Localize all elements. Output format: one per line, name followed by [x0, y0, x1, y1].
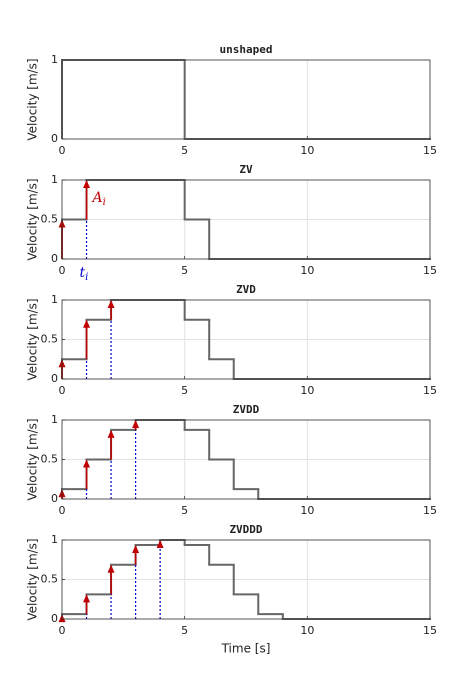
x-tick-label: 10 — [300, 264, 314, 277]
impulse-arrowhead — [83, 459, 91, 468]
y-tick-label: 0.5 — [41, 573, 59, 586]
x-tick-label: 0 — [59, 384, 66, 397]
x-tick-label: 0 — [59, 624, 66, 637]
y-tick-label: 0 — [51, 492, 58, 505]
subplot: 0 5 10 15 0 0.5 1 ZVD Velocity [m/s] — [26, 283, 438, 397]
y-tick-label: 0 — [51, 252, 58, 265]
impulse-arrowhead — [107, 429, 115, 438]
x-tick-label: 15 — [423, 624, 437, 637]
x-tick-label: 10 — [300, 384, 314, 397]
x-tick-label: 5 — [181, 264, 188, 277]
x-tick-label: 0 — [59, 144, 66, 157]
x-axis-label: Time [s] — [221, 642, 271, 656]
x-tick-label: 10 — [300, 504, 314, 517]
x-tick-label: 10 — [300, 624, 314, 637]
x-tick-label: 15 — [423, 264, 437, 277]
annotation-text: A — [91, 190, 103, 206]
x-tick-label: 5 — [181, 624, 188, 637]
y-tick-label: 1 — [51, 293, 58, 306]
impulse-arrowhead — [83, 180, 91, 188]
y-tick-label: 0.5 — [41, 213, 59, 226]
y-tick-label: 1 — [51, 173, 58, 186]
axes-frame — [61, 59, 431, 140]
subplot-title: ZVDD — [233, 403, 260, 416]
annotation: Ai — [91, 190, 106, 208]
x-tick-label: 10 — [300, 144, 314, 157]
subplot: 0 5 10 15 0 0.5 1 ZVDDD Velocity [m/s] Time [s] — [26, 523, 438, 656]
annotation: ti — [80, 265, 89, 283]
impulse-arrowhead — [156, 540, 164, 548]
impulse-arrowhead — [107, 300, 115, 308]
impulse-arrowhead — [107, 564, 115, 573]
plot-area — [62, 60, 430, 139]
y-tick-label: 1 — [51, 533, 58, 546]
x-tick-label: 5 — [181, 384, 188, 397]
x-tick-label: 15 — [423, 504, 437, 517]
subplot-title: unshaped — [220, 43, 273, 56]
y-axis-label: Velocity [m/s] — [26, 58, 40, 140]
y-axis-label: Velocity [m/s] — [26, 418, 40, 500]
x-tick-label: 15 — [423, 384, 437, 397]
y-tick-label: 0.5 — [41, 333, 59, 346]
subplot-title: ZVD — [236, 283, 256, 296]
x-tick-label: 5 — [181, 504, 188, 517]
subplot-title: ZV — [239, 163, 253, 176]
impulse-arrowhead — [132, 420, 140, 428]
annotation-text: t — [80, 265, 86, 281]
subplot: 0 5 10 15 0 0.5 1 ZVDD Velocity [m/s] — [26, 403, 438, 517]
x-tick-label: 15 — [423, 144, 437, 157]
y-tick-label: 1 — [51, 53, 58, 66]
subplot: 0 5 10 15 0 1 unshaped Velocity [m/s] — [26, 43, 438, 157]
axes-frame — [61, 299, 431, 380]
y-axis-label: Velocity [m/s] — [26, 298, 40, 380]
annotation-sub: i — [103, 196, 106, 207]
y-tick-label: 0 — [51, 132, 58, 145]
y-axis-label: Velocity [m/s] — [26, 178, 40, 260]
x-tick-label: 0 — [59, 264, 66, 277]
y-tick-label: 1 — [51, 413, 58, 426]
x-tick-label: 5 — [181, 144, 188, 157]
y-axis-label: Velocity [m/s] — [26, 538, 40, 620]
impulse-arrowhead — [83, 319, 91, 328]
axes-frame — [61, 419, 431, 500]
x-tick-label: 0 — [59, 504, 66, 517]
axes-frame — [61, 539, 431, 620]
y-tick-label: 0.5 — [41, 453, 59, 466]
subplot-title: ZVDDD — [229, 523, 262, 536]
y-tick-label: 0 — [51, 372, 58, 385]
annotation-sub: i — [85, 272, 88, 283]
impulse-arrowhead — [132, 544, 140, 553]
y-tick-label: 0 — [51, 612, 58, 625]
axes-frame — [61, 179, 431, 260]
impulse-arrowhead — [83, 594, 91, 603]
